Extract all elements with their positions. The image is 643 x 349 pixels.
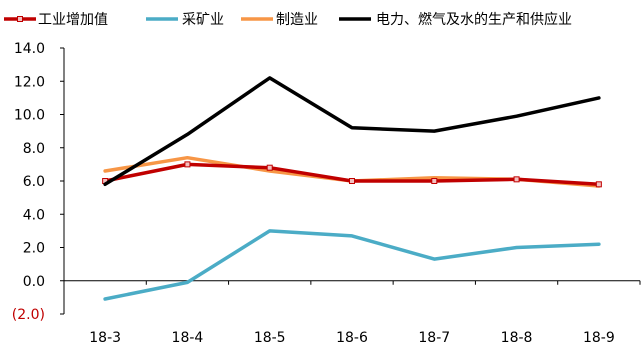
y-tick-label: 0.0 [23,274,45,290]
legend-label: 工业增加值 [38,12,108,28]
x-tick-label: 18-4 [172,330,204,346]
series-point [431,178,438,184]
legend-marker [17,16,23,22]
y-tick-label: 10.0 [14,108,45,124]
y-tick-label: 12.0 [14,74,45,90]
y-tick-label: 14.0 [14,41,45,57]
legend-label: 采矿业 [182,12,224,28]
y-tick-label: 4.0 [23,207,45,223]
series-point [349,178,355,184]
legend: 工业增加值 采矿业 制造业 电力、燃气及水的生产和供应业 [4,11,572,28]
series-point [184,161,191,168]
series-line-1 [103,229,601,301]
series-line-3 [103,76,601,187]
x-tick-label: 18-7 [418,330,450,346]
series-point [595,181,602,188]
legend-label: 制造业 [276,12,318,28]
series-point [513,176,520,183]
legend-label: 电力、燃气及水的生产和供应业 [376,11,572,28]
x-tick-label: 18-3 [89,330,121,346]
x-tick-label: 18-6 [336,330,368,346]
y-axis: (2.0) 0.0 2.0 4.0 6.0 8.0 10.0 12.0 14.0 [12,41,65,323]
x-tick-label: 18-9 [583,330,615,346]
x-tick-label: 18-8 [501,330,533,346]
y-tick-label: 6.0 [23,174,45,190]
x-axis: 18-3 18-4 18-5 18-6 18-7 18-8 18-9 [63,280,641,346]
y-tick-label: (2.0) [12,307,45,323]
x-tick-label: 18-5 [254,330,286,346]
plot-area [102,76,602,301]
y-tick-label: 8.0 [23,141,45,157]
y-tick-label: 2.0 [23,241,45,257]
series-point [266,164,273,171]
